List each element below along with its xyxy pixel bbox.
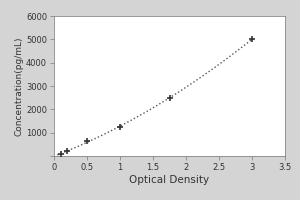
X-axis label: Optical Density: Optical Density xyxy=(129,175,210,185)
Y-axis label: Concentration(pg/mL): Concentration(pg/mL) xyxy=(14,36,23,136)
